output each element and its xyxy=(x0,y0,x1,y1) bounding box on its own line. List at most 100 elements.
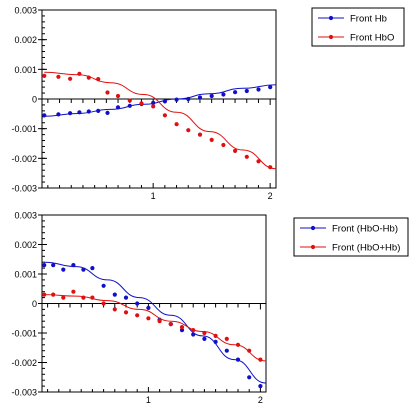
legend-box xyxy=(311,7,405,47)
data-point xyxy=(56,112,61,117)
data-point xyxy=(244,154,249,159)
data-point xyxy=(81,295,86,300)
data-point xyxy=(179,328,185,333)
data-point xyxy=(90,266,95,271)
chart-panel-2: 0.003 0.002 0.001 0 -0.001 -0.002 -0.003 1 2 Fron… xyxy=(11,211,409,405)
x-tick-label: 1 xyxy=(151,191,156,201)
data-point xyxy=(268,85,273,90)
data-point xyxy=(86,109,91,114)
x-tick-label: 2 xyxy=(258,395,263,405)
data-point xyxy=(96,77,101,82)
y-tick-label: -0.002 xyxy=(11,154,37,164)
data-point xyxy=(127,103,132,108)
data-point xyxy=(162,99,167,104)
data-point xyxy=(209,137,214,142)
data-point xyxy=(256,159,261,164)
data-point xyxy=(86,75,91,80)
data-point xyxy=(101,283,106,288)
data-point xyxy=(146,316,151,321)
data-point xyxy=(112,307,117,312)
data-point xyxy=(112,292,117,297)
legend-label-1: Front (HbO-Hb) xyxy=(332,224,398,235)
data-point xyxy=(256,87,261,92)
data-point xyxy=(168,322,173,327)
data-point xyxy=(209,93,214,99)
y-tick-label: -0.002 xyxy=(11,358,37,368)
data-point xyxy=(221,92,226,97)
y-tick-label: 0.003 xyxy=(14,211,37,221)
data-point xyxy=(235,342,241,347)
data-point xyxy=(71,263,76,268)
data-point xyxy=(81,267,86,272)
data-point xyxy=(186,128,191,133)
data-point xyxy=(233,90,238,95)
data-point xyxy=(61,295,66,300)
data-point xyxy=(258,357,263,362)
legend-label-2: Front HbO xyxy=(350,33,394,44)
data-point xyxy=(123,310,129,315)
data-point xyxy=(101,301,106,306)
data-point xyxy=(90,295,95,300)
y-tick-label: 0.001 xyxy=(14,65,37,75)
x-tick-label: 2 xyxy=(268,191,273,201)
data-point xyxy=(174,122,179,127)
legend-label-2: Front (HbO+Hb) xyxy=(332,243,400,254)
data-point xyxy=(268,165,273,170)
x-tick-label: 1 xyxy=(146,395,151,405)
data-point xyxy=(191,332,196,337)
data-point xyxy=(56,74,61,79)
data-point xyxy=(162,113,167,118)
y-tick-label: 0.002 xyxy=(14,240,37,250)
fit-line-2 xyxy=(44,71,277,170)
data-point xyxy=(115,93,121,99)
data-point xyxy=(42,113,47,118)
data-point xyxy=(202,330,207,336)
data-point xyxy=(151,104,156,109)
y-tick-label: 0.001 xyxy=(14,270,37,280)
y-tick-label: -0.003 xyxy=(11,184,37,194)
data-point xyxy=(42,292,47,297)
y-tick-label: 0.002 xyxy=(14,35,37,45)
data-point xyxy=(191,328,196,333)
fit-line-1 xyxy=(44,261,267,384)
data-point xyxy=(51,263,56,268)
data-point xyxy=(197,132,203,137)
data-point xyxy=(258,384,263,389)
data-point xyxy=(68,76,73,81)
data-point xyxy=(115,105,121,110)
data-point xyxy=(213,333,218,338)
y-tick-label: 0 xyxy=(32,95,37,105)
data-point xyxy=(247,348,252,353)
data-point xyxy=(247,375,252,380)
data-point xyxy=(146,305,151,310)
data-point xyxy=(213,339,218,344)
data-point xyxy=(221,142,226,148)
data-point xyxy=(68,111,73,116)
legend-marker-2 xyxy=(328,34,334,40)
y-tick-label: 0 xyxy=(32,299,37,309)
data-point xyxy=(224,348,229,353)
data-point xyxy=(135,301,140,306)
data-point xyxy=(77,110,82,115)
data-point xyxy=(51,292,56,297)
legend-box xyxy=(293,217,409,257)
data-point xyxy=(235,357,241,362)
data-point xyxy=(224,336,229,341)
data-point xyxy=(105,110,110,115)
y-tick-label: -0.003 xyxy=(11,388,37,398)
data-point xyxy=(202,336,207,341)
data-point xyxy=(179,325,185,330)
data-point xyxy=(151,100,156,105)
data-point xyxy=(71,289,76,294)
y-tick-label: -0.001 xyxy=(11,124,37,134)
data-point xyxy=(42,73,47,78)
data-point xyxy=(174,97,179,102)
chart-panel-1: 0.003 0.002 0.001 0 -0.001 -0.002 -0.003 1 2 Fron… xyxy=(11,6,405,201)
data-point xyxy=(244,88,249,94)
data-point xyxy=(233,148,238,153)
data-point xyxy=(123,295,129,300)
data-point xyxy=(77,71,82,76)
data-point xyxy=(186,96,191,102)
data-point xyxy=(61,267,66,272)
